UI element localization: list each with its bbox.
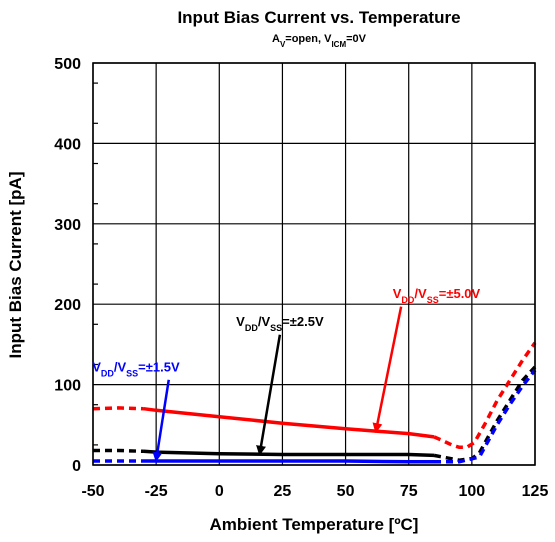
annotation-label: VDD/VSS=±5.0V (393, 286, 481, 305)
series-line-dashed (433, 341, 537, 450)
annotation-arrow (372, 306, 403, 434)
annotation-arrow (256, 334, 282, 456)
y-tick-label: 0 (72, 458, 81, 475)
x-tick-label: -25 (145, 483, 168, 500)
x-axis-label: Ambient Temperature [ºC] (210, 515, 419, 534)
y-tick-label: 500 (54, 56, 81, 73)
y-tick-label: 200 (54, 297, 81, 314)
chart-title: Input Bias Current vs. Temperature (177, 8, 460, 27)
ticks: -50 -25 0 25 50 75 100 125 0 100 200 300 400 500 (54, 56, 548, 500)
series-line-dashed (92, 406, 144, 411)
x-tick-label: 125 (522, 483, 549, 500)
y-axis-label: Input Bias Current [pA] (6, 172, 25, 359)
plot-frame (92, 62, 536, 466)
y-tick-label: 300 (54, 217, 81, 234)
annotation-arrow (152, 379, 171, 463)
annotations: VDD/VSS=±5.0V VDD/VSS=±2.5V VDD/VSS=±1.5V (92, 286, 481, 463)
series-line-dashed (433, 365, 537, 462)
y-tick-label: 400 (54, 136, 81, 153)
series-line-dashed (93, 448, 144, 454)
series-line-solid (143, 459, 434, 464)
y-tick-label: 100 (54, 378, 81, 395)
x-tick-label: 0 (215, 483, 224, 500)
series-5v (92, 341, 537, 450)
x-tick-label: 50 (337, 483, 355, 500)
series-line-dashed (434, 369, 537, 464)
series-line-solid (143, 406, 435, 439)
x-tick-label: 100 (459, 483, 486, 500)
annotation-2-5v: VDD/VSS=±2.5V (236, 314, 324, 456)
annotation-label: VDD/VSS=±2.5V (236, 314, 324, 333)
annotation-1-5v: VDD/VSS=±1.5V (92, 360, 180, 463)
series-line-solid (143, 449, 435, 458)
x-tick-label: 25 (274, 483, 292, 500)
x-tick-label: -50 (81, 483, 104, 500)
annotation-label: VDD/VSS=±1.5V (92, 360, 180, 379)
chart-subtitle: AV=open, VICM=0V (272, 33, 367, 49)
x-tick-label: 75 (400, 483, 418, 500)
annotation-5v: VDD/VSS=±5.0V (372, 286, 481, 434)
grid (92, 62, 536, 466)
